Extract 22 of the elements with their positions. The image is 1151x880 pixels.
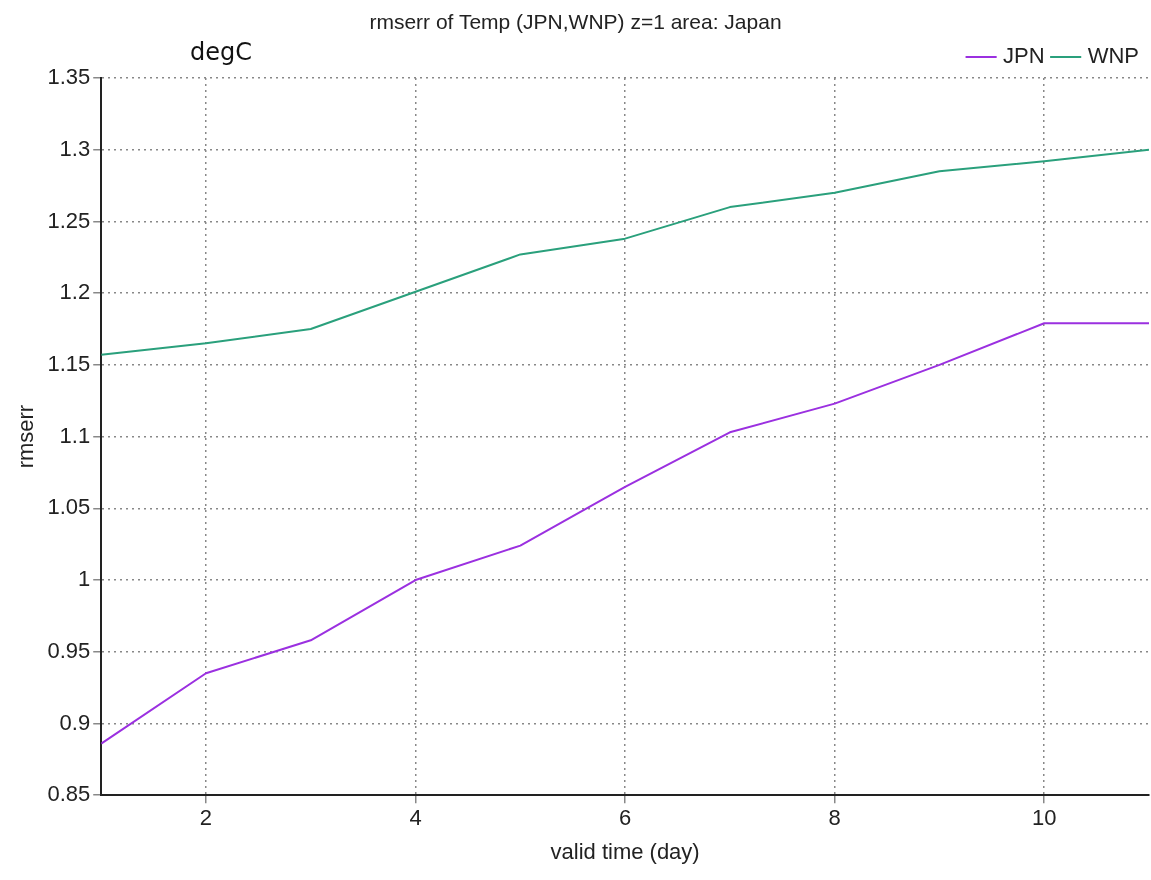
y-tick-label: 1.05	[47, 494, 91, 520]
y-tick-label: 1.1	[59, 422, 91, 448]
y-tick-label: 0.95	[47, 637, 91, 663]
y-tick-label: 1.25	[47, 207, 91, 233]
y-tick-label: 1.3	[59, 135, 91, 161]
text: degC	[190, 38, 252, 66]
x-tick-label: 2	[199, 805, 213, 831]
chart-title: rmserr of Temp (JPN,WNP) z=1 area: Japan	[368, 10, 783, 34]
y-tick-label: 1.15	[47, 350, 91, 376]
x-tick-label: 6	[618, 805, 632, 831]
y-tick-label: 0.9	[59, 709, 91, 735]
x-tick-label: 4	[409, 805, 422, 831]
y-tick-label: 1.2	[59, 279, 91, 305]
legend-label: JPN	[1003, 43, 1045, 69]
legend-label: WNP	[1087, 43, 1139, 69]
x-tick-label: 10	[1031, 805, 1057, 831]
y-tick-label: 1.35	[47, 64, 91, 90]
x-axis-title: valid time (day)	[550, 838, 700, 864]
y-tick-label: 1	[77, 566, 91, 592]
y-axis-title: rmserr	[13, 404, 39, 469]
x-tick-label: 8	[828, 805, 841, 831]
y-tick-label: 0.85	[47, 781, 91, 807]
